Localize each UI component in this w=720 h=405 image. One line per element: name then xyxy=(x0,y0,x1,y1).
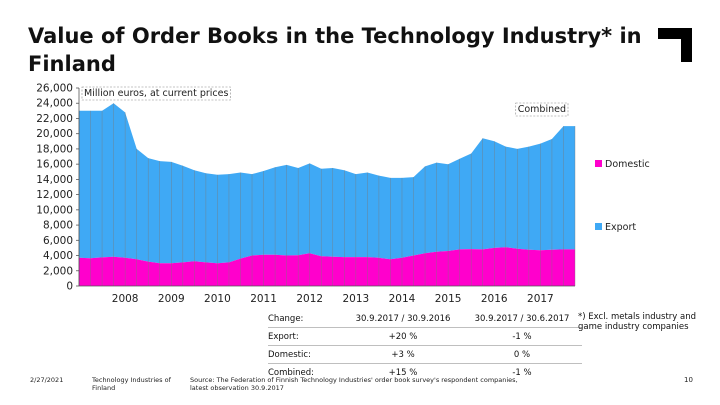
table-header-qoq: 30.9.2017 / 30.6.2017 xyxy=(474,313,570,324)
order-books-chart: 0 2,000 4,000 6,000 8,000 10,000 12,000 14,000 1… xyxy=(36,83,650,306)
x-tick-label: 2009 xyxy=(158,293,185,305)
y-tick-label: 18,000 xyxy=(36,143,73,155)
footer-date: 2/27/2021 xyxy=(30,376,64,384)
corner-logo xyxy=(658,28,692,62)
y-tick-label: 22,000 xyxy=(36,113,73,125)
row-yoy: +20 % xyxy=(388,331,418,342)
x-tick-label: 2011 xyxy=(250,293,277,305)
table-row: Domestic: +3 % 0 % xyxy=(268,345,582,363)
y-tick-label: 2,000 xyxy=(43,265,73,277)
x-tick-label: 2013 xyxy=(342,293,369,305)
y-tick-label: 4,000 xyxy=(43,250,73,262)
y-tick-label: 26,000 xyxy=(36,83,73,95)
row-label: Domestic: xyxy=(268,349,311,360)
y-tick-label: 16,000 xyxy=(36,159,73,171)
row-yoy: +3 % xyxy=(391,349,415,360)
y-tick-label: 10,000 xyxy=(36,204,73,216)
table-header-row: Change: 30.9.2017 / 30.9.2016 30.9.2017 … xyxy=(268,310,582,327)
table-header-label: Change: xyxy=(268,313,304,324)
row-label: Combined: xyxy=(268,367,315,378)
page-number: 10 xyxy=(684,376,693,384)
row-qoq: 0 % xyxy=(513,349,531,360)
y-tick-label: 20,000 xyxy=(36,128,73,140)
footnote: *) Excl. metals industry and game indust… xyxy=(578,312,697,332)
x-tick-label: 2012 xyxy=(296,293,323,305)
y-tick-label: 0 xyxy=(66,281,73,293)
export-area xyxy=(79,103,575,264)
x-tick-label: 2010 xyxy=(204,293,231,305)
x-tick-label: 2016 xyxy=(481,293,508,305)
table-header-yoy: 30.9.2017 / 30.9.2016 xyxy=(355,313,451,324)
row-qoq: -1 % xyxy=(512,367,532,378)
x-tick-label: 2015 xyxy=(435,293,462,305)
chart-subtitle: Million euros, at current prices xyxy=(84,88,228,99)
change-table: Change: 30.9.2017 / 30.9.2016 30.9.2017 … xyxy=(268,310,582,381)
combined-label-box xyxy=(515,102,569,117)
legend-swatch xyxy=(595,223,602,230)
x-tick-label: 2008 xyxy=(112,293,139,305)
page-title: Value of Order Books in the Technology I… xyxy=(28,24,642,76)
legend-label: Domestic xyxy=(605,159,650,170)
footer-source: Source: The Federation of Finnish Techno… xyxy=(190,376,518,392)
chart-subtitle-box xyxy=(81,86,231,101)
x-tick-label: 2014 xyxy=(389,293,416,305)
y-tick-label: 12,000 xyxy=(36,189,73,201)
table-row: Combined: +15 % -1 % xyxy=(268,363,582,381)
table-row: Export: +20 % -1 % xyxy=(268,327,582,345)
row-label: Export: xyxy=(268,331,299,342)
domestic-area xyxy=(79,247,575,286)
y-tick-label: 14,000 xyxy=(36,174,73,186)
y-tick-label: 8,000 xyxy=(43,220,73,232)
y-tick-label: 24,000 xyxy=(36,98,73,110)
combined-label: Combined xyxy=(518,104,566,115)
x-tick-label: 2017 xyxy=(527,293,554,305)
legend-swatch xyxy=(595,160,602,167)
row-qoq: -1 % xyxy=(512,331,532,342)
legend-label: Export xyxy=(605,222,636,233)
footer-org: Technology Industries of Finland xyxy=(92,376,171,392)
row-yoy: +15 % xyxy=(388,367,418,378)
y-tick-label: 6,000 xyxy=(43,235,73,247)
